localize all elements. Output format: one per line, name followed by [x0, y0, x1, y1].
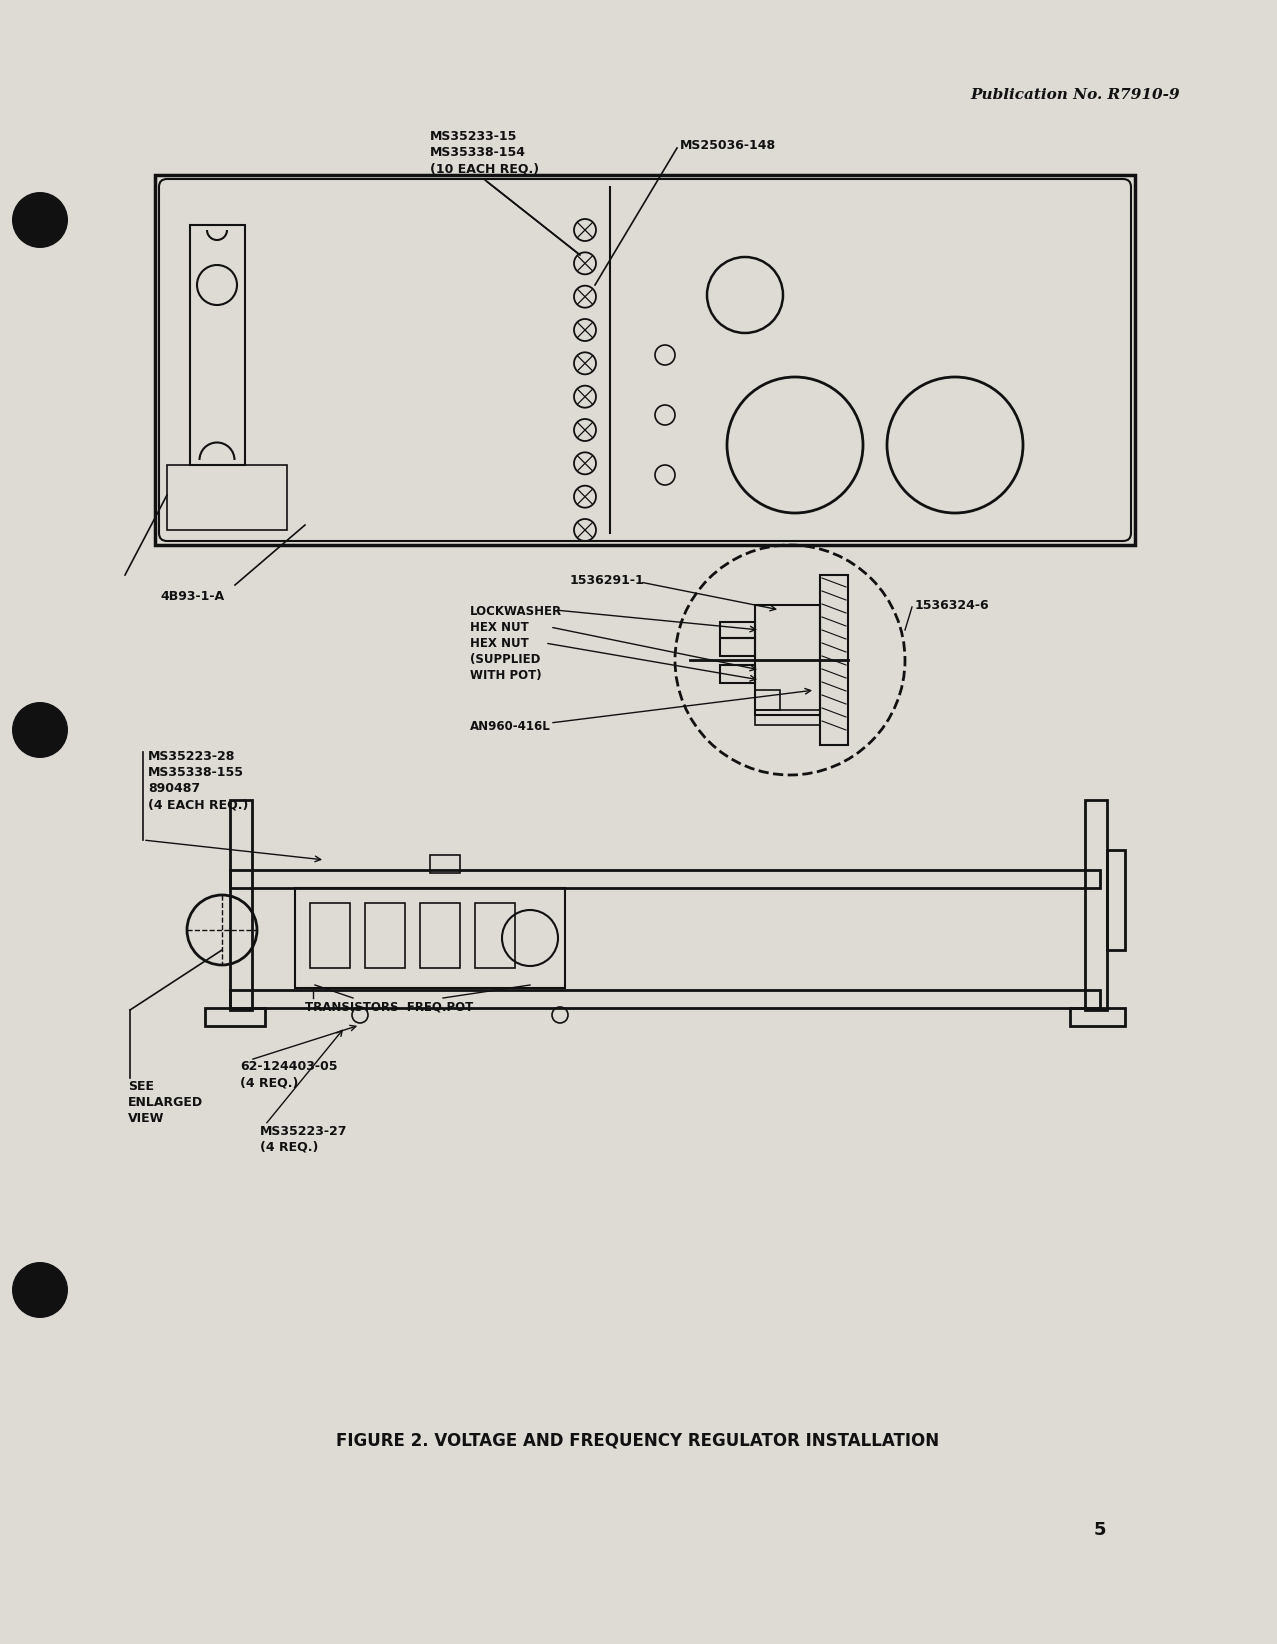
Bar [1107, 850, 1125, 950]
Text: MS35223-28
MS35338-155
890487
(4 EACH REQ.): MS35223-28 MS35338-155 890487 (4 EACH RE… [148, 750, 248, 810]
Text: TRANSISTORS  FREQ.POT: TRANSISTORS FREQ.POT [305, 1000, 474, 1013]
Text: MS35233-15
MS35338-154
(10 EACH REQ.): MS35233-15 MS35338-154 (10 EACH REQ.) [430, 130, 539, 174]
Bar [755, 690, 780, 710]
Bar [230, 990, 1099, 1008]
Bar [755, 710, 820, 725]
Circle shape [11, 1263, 68, 1318]
Bar [720, 638, 755, 656]
Bar [206, 1008, 266, 1026]
Circle shape [11, 192, 68, 248]
Text: MS25036-148: MS25036-148 [679, 138, 776, 151]
Bar [295, 888, 564, 988]
Text: FIGURE 2. VOLTAGE AND FREQUENCY REGULATOR INSTALLATION: FIGURE 2. VOLTAGE AND FREQUENCY REGULATO… [336, 1430, 940, 1448]
Bar [820, 575, 848, 745]
Bar [430, 855, 460, 873]
Bar [155, 174, 1135, 546]
Bar [230, 870, 1099, 888]
Text: 62-124403-05
(4 REQ.): 62-124403-05 (4 REQ.) [240, 1060, 337, 1088]
Text: 5: 5 [1093, 1521, 1106, 1539]
Text: LOCKWASHER
HEX NUT
HEX NUT
(SUPPLIED
WITH POT): LOCKWASHER HEX NUT HEX NUT (SUPPLIED WIT… [470, 605, 562, 682]
Bar [230, 801, 252, 1009]
Text: SEE
ENLARGED
VIEW: SEE ENLARGED VIEW [128, 1080, 203, 1124]
Text: MS35223-27
(4 REQ.): MS35223-27 (4 REQ.) [261, 1124, 347, 1154]
Bar [420, 903, 460, 968]
Bar [720, 666, 755, 682]
Text: 4B93-1-A: 4B93-1-A [160, 590, 225, 603]
Circle shape [11, 702, 68, 758]
Text: 1536324-6: 1536324-6 [916, 598, 990, 612]
Bar [755, 605, 820, 715]
Text: Publication No. R7910-9: Publication No. R7910-9 [971, 89, 1180, 102]
Bar [167, 465, 287, 529]
Bar [475, 903, 515, 968]
Text: 1536291-1: 1536291-1 [570, 574, 645, 587]
Bar [1070, 1008, 1125, 1026]
Bar [1085, 801, 1107, 1009]
Bar [720, 621, 755, 638]
Bar [365, 903, 405, 968]
Bar [310, 903, 350, 968]
Bar [190, 225, 245, 465]
Text: AN960-416L: AN960-416L [470, 720, 550, 733]
